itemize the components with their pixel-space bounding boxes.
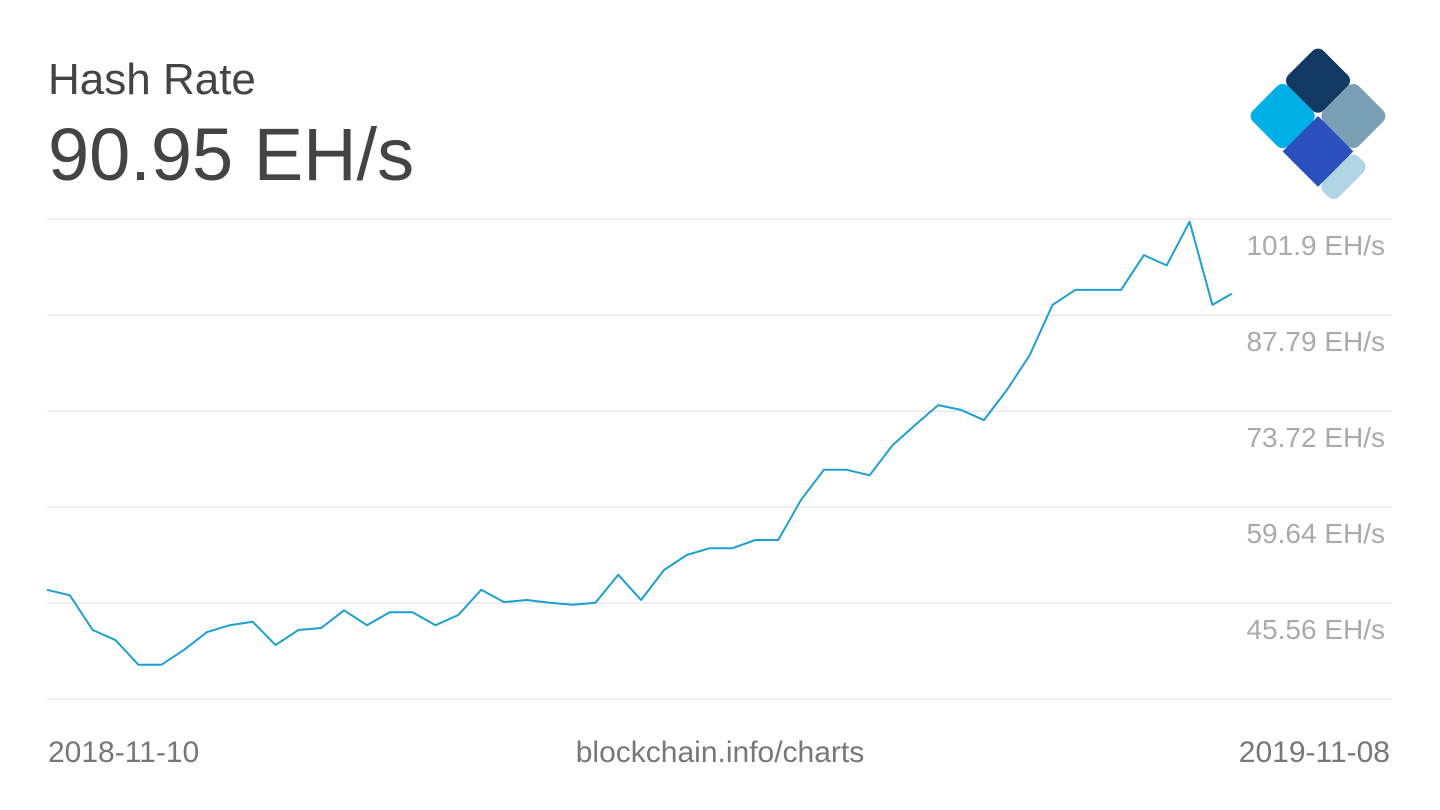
chart-title: Hash Rate [48, 55, 256, 104]
y-tick-label: 45.56 EH/s [1246, 614, 1385, 645]
logo [1250, 48, 1386, 199]
x-start-label: 2018-11-10 [48, 736, 199, 769]
data-line [46, 220, 1233, 666]
logo-part [1321, 154, 1366, 199]
logo-part [1250, 83, 1315, 149]
x-end-label: 2019-11-08 [1239, 736, 1390, 769]
y-tick-label: 101.9 EH/s [1246, 230, 1385, 261]
logo-part [1282, 116, 1354, 187]
logo-part [1285, 48, 1351, 113]
source: blockchain.info/charts [576, 736, 865, 769]
logo-part [1321, 83, 1386, 149]
y-tick-label: 59.64 EH/s [1246, 518, 1385, 549]
y-tick-label: 73.72 EH/s [1246, 422, 1385, 453]
y-tick-label: 87.79 EH/s [1246, 326, 1385, 357]
current-value: 90.95 EH/s [48, 113, 414, 196]
